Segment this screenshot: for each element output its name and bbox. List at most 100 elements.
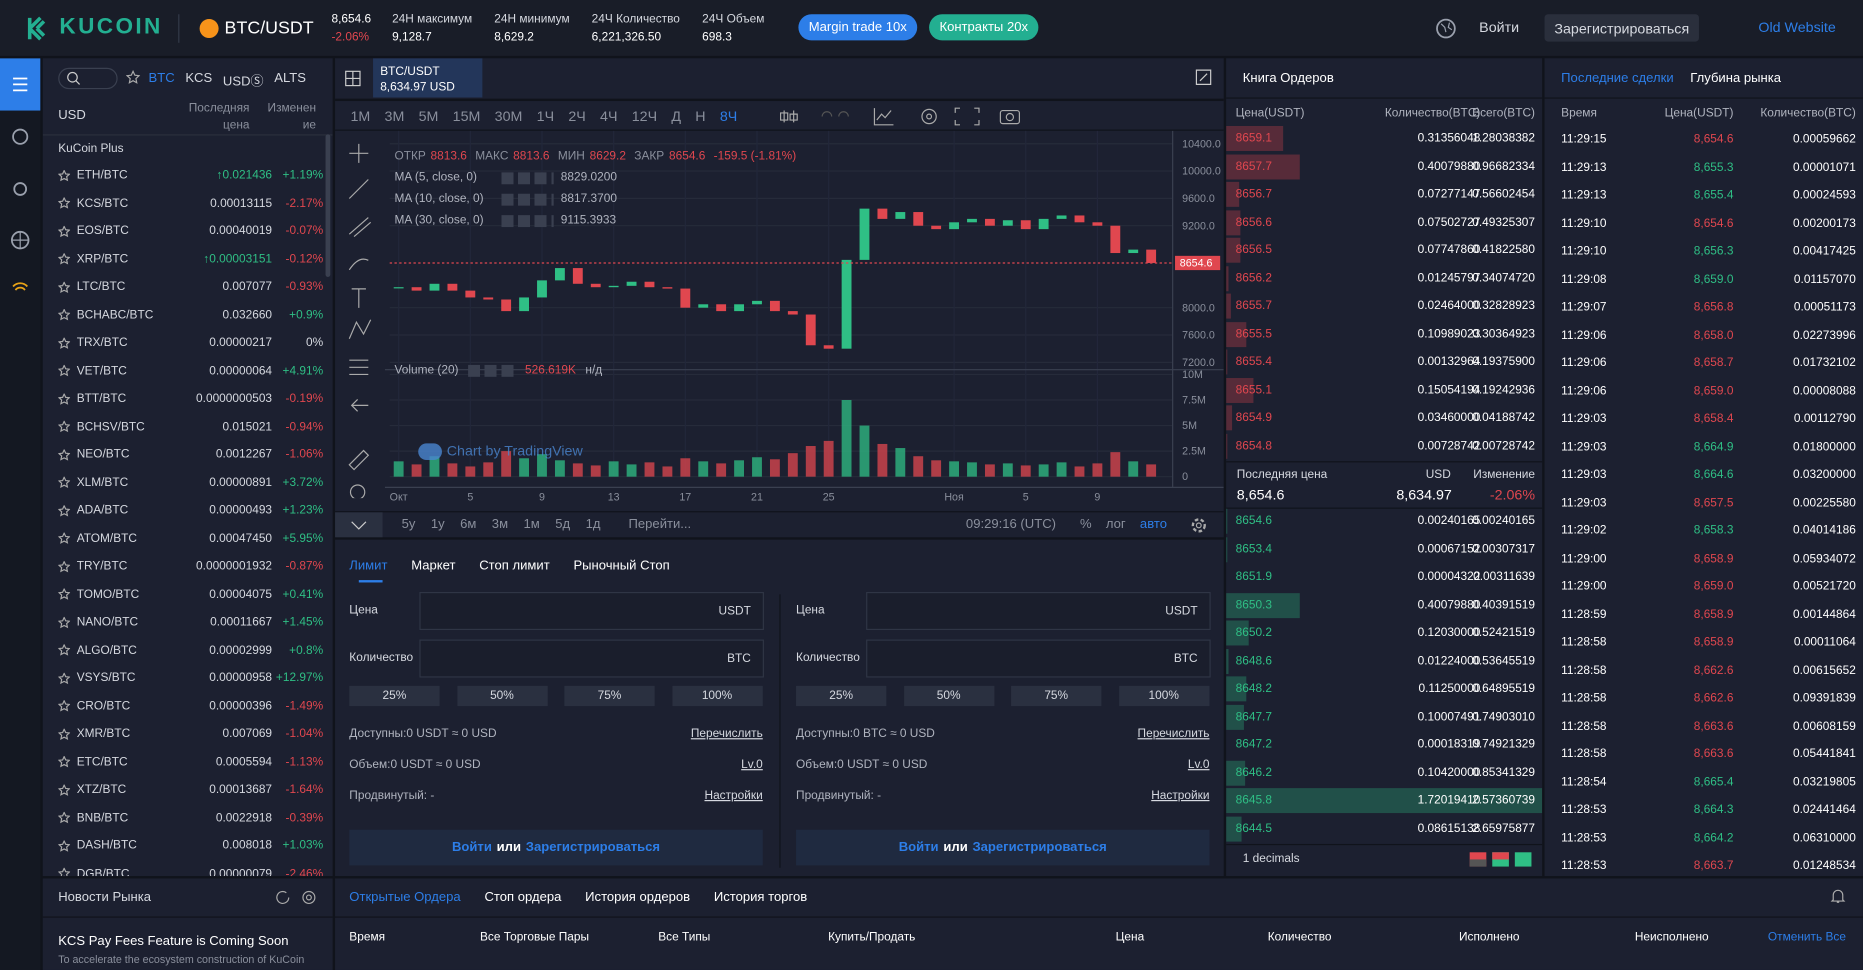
- column-header[interactable]: Количество(BTC): [1384, 106, 1481, 121]
- range[interactable]: 3м: [491, 517, 509, 532]
- column-header[interactable]: Время: [1561, 106, 1597, 121]
- input-box[interactable]: BTC: [866, 639, 1211, 678]
- orders-tab[interactable]: История торгов: [713, 890, 808, 905]
- star-icon[interactable]: [125, 70, 141, 84]
- market-row[interactable]: TRX/BTC 0.00000217 0%: [43, 329, 323, 356]
- input-box[interactable]: USDT: [419, 591, 764, 631]
- ma-label[interactable]: MA (30, close, 0): [394, 213, 484, 228]
- interval[interactable]: 4Ч: [600, 108, 618, 125]
- goto[interactable]: Перейти...: [628, 517, 692, 532]
- ma-label[interactable]: MA (5, close, 0): [394, 171, 477, 185]
- collapse-button[interactable]: [335, 512, 383, 538]
- market-row[interactable]: BCHSV/BTC 0.015021 -0.94%: [43, 413, 323, 440]
- trade-tab[interactable]: Глубина рынка: [1690, 71, 1782, 86]
- book-row[interactable]: 8644.5 0.08615138 2.65975877: [1226, 815, 1542, 842]
- orders-tab[interactable]: Стоп ордера: [484, 890, 562, 905]
- book-row[interactable]: 8655.4 0.00132964 0.19375900: [1226, 348, 1542, 375]
- range[interactable]: 5y: [401, 517, 416, 532]
- chart-tools[interactable]: [751, 105, 1024, 129]
- ma-label[interactable]: MA (10, close, 0): [394, 192, 484, 206]
- orders-column[interactable]: Купить/Продать: [828, 930, 916, 944]
- order-type-tab[interactable]: Стоп лимит: [479, 558, 550, 573]
- book-row[interactable]: 8654.6 0.00240165 0.00240165: [1226, 508, 1542, 535]
- market-row[interactable]: BCHABC/BTC 0.032660 +0.9%: [43, 301, 323, 328]
- market-row[interactable]: CRO/BTC 0.00000396 -1.49%: [43, 692, 323, 719]
- book-row[interactable]: 8651.9 0.00004322 0.00311639: [1226, 563, 1542, 590]
- market-row[interactable]: ETH/BTC ↑0.021436 +1.19%: [43, 162, 323, 189]
- market-row[interactable]: ETC/BTC 0.0005594 -1.13%: [43, 748, 323, 775]
- login[interactable]: Войти: [1479, 19, 1520, 36]
- book-row[interactable]: 8655.1 0.15054194 0.19242936: [1226, 376, 1542, 403]
- info-link[interactable]: Настройки: [1151, 789, 1210, 803]
- market-row[interactable]: ATOM/BTC 0.00047450 +5.95%: [43, 525, 323, 552]
- orders-column[interactable]: Исполнено: [1458, 930, 1520, 944]
- market-row[interactable]: TRY/BTC 0.0000001932 -0.87%: [43, 553, 323, 580]
- orders-tab[interactable]: История ордеров: [585, 890, 691, 905]
- market-row[interactable]: XRP/BTC ↑0.00003151 -0.12%: [43, 245, 323, 272]
- cancel-all[interactable]: Отменить Все: [1767, 930, 1846, 944]
- market-row[interactable]: KCS/BTC 0.00013115 -2.17%: [43, 190, 323, 217]
- market-row[interactable]: LTC/BTC 0.007077 -0.93%: [43, 273, 323, 300]
- interval[interactable]: Н: [695, 108, 706, 125]
- register-button[interactable]: Зарегистрироваться: [1544, 14, 1699, 42]
- market-row[interactable]: EOS/BTC 0.00040019 -0.07%: [43, 218, 323, 245]
- market-row[interactable]: DASH/BTC 0.008018 +1.03%: [43, 832, 323, 859]
- contracts-button[interactable]: Контракты 20x: [929, 14, 1039, 41]
- orders-column[interactable]: Неисполнено: [1634, 930, 1709, 944]
- book-row[interactable]: 8659.1 0.31356048 1.28038382: [1226, 125, 1542, 152]
- book-row[interactable]: 8650.3 0.40079880 0.40391519: [1226, 591, 1542, 618]
- trade-tab[interactable]: Последние сделки: [1561, 71, 1674, 86]
- book-row[interactable]: 8648.2 0.11250000 0.64895519: [1226, 675, 1542, 702]
- market-row[interactable]: BTT/BTC 0.0000000503 -0.19%: [43, 385, 323, 412]
- market-row[interactable]: BNB/BTC 0.0022918 -0.39%: [43, 804, 323, 831]
- book-view-icons[interactable]: [1468, 851, 1539, 868]
- book-row[interactable]: 8654.9 0.03460000 0.04188742: [1226, 404, 1542, 431]
- book-row[interactable]: 8655.5 0.10989023 0.30364923: [1226, 320, 1542, 347]
- interval[interactable]: 15M: [452, 108, 481, 125]
- column-header[interactable]: Количество(BTC): [1760, 106, 1856, 121]
- book-row[interactable]: 8648.6 0.01224000 0.53645519: [1226, 647, 1542, 674]
- order-type-tab[interactable]: Лимит: [349, 558, 388, 573]
- orders-column[interactable]: Время: [349, 930, 386, 944]
- pair[interactable]: BTC/USDT: [224, 17, 314, 39]
- orders-column[interactable]: Все Торговые Пары: [479, 930, 590, 944]
- layout-icon[interactable]: [345, 70, 362, 87]
- change-column[interactable]: Изменение: [267, 102, 317, 132]
- market-row[interactable]: XLM/BTC 0.00000891 +3.72%: [43, 469, 323, 496]
- input-box[interactable]: USDT: [866, 591, 1211, 631]
- column-header[interactable]: Цена(USDT): [1664, 106, 1734, 121]
- market-row[interactable]: ADA/BTC 0.00000493 +1.23%: [43, 497, 323, 524]
- market-row[interactable]: VSYS/BTC 0.00000958 +12.97%: [43, 664, 323, 691]
- book-row[interactable]: 8656.7 0.07277147 0.56602454: [1226, 181, 1542, 208]
- news-icons[interactable]: [273, 889, 321, 906]
- book-row[interactable]: 8645.8 1.72019410 2.57360739: [1226, 787, 1543, 814]
- volume-label[interactable]: Volume (20): [394, 363, 459, 377]
- book-row[interactable]: 8647.2 0.00018319 0.74921329: [1226, 731, 1542, 758]
- range[interactable]: 1д: [585, 517, 601, 532]
- margin-button[interactable]: Margin trade 10x: [798, 14, 918, 41]
- market-row[interactable]: DGB/BTC 0.00000079 -2.46%: [43, 860, 323, 877]
- interval[interactable]: Д: [671, 108, 682, 125]
- book-row[interactable]: 8656.5 0.07747860 0.41822580: [1226, 237, 1542, 264]
- percent-button[interactable]: 100%: [671, 685, 763, 707]
- market-tab[interactable]: USDⓈ: [222, 74, 264, 90]
- price-column[interactable]: Последняя цена: [188, 102, 250, 132]
- market-tab[interactable]: ALTS: [274, 71, 307, 86]
- usd-toggle[interactable]: USD: [58, 108, 86, 123]
- input-box[interactable]: BTC: [419, 639, 764, 678]
- menu-icon[interactable]: [0, 58, 41, 111]
- decimals[interactable]: 1 decimals: [1242, 852, 1300, 866]
- search-box[interactable]: [58, 67, 118, 90]
- book-row[interactable]: 8655.7 0.02464000 0.32828923: [1226, 292, 1542, 319]
- column-header[interactable]: Всего(BTC): [1472, 106, 1536, 121]
- market-row[interactable]: XMR/BTC 0.007069 -1.04%: [43, 720, 323, 747]
- interval[interactable]: 30M: [494, 108, 523, 125]
- chart-option[interactable]: %: [1079, 517, 1092, 532]
- book-row[interactable]: 8657.7 0.40079880 0.96682334: [1226, 153, 1542, 180]
- book-row[interactable]: 8654.8 0.00728742 0.00728742: [1226, 432, 1542, 459]
- interval[interactable]: 8Ч: [719, 108, 738, 125]
- book-row[interactable]: 8653.4 0.00067152 0.00307317: [1226, 536, 1542, 563]
- orders-column[interactable]: Количество: [1267, 930, 1332, 944]
- percent-button[interactable]: 100%: [1118, 685, 1209, 707]
- range[interactable]: 6м: [460, 517, 477, 532]
